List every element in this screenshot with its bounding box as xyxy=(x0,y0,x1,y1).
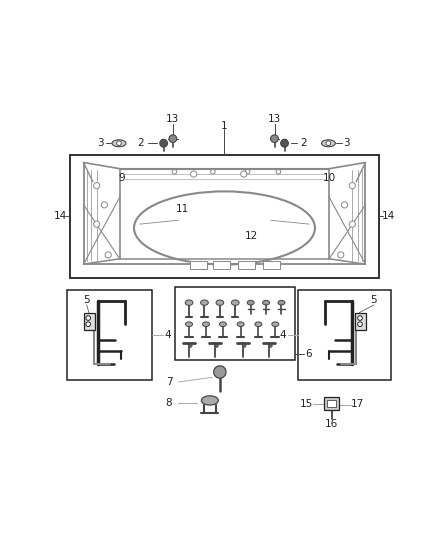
Text: 5: 5 xyxy=(83,295,90,305)
Ellipse shape xyxy=(186,322,193,327)
Circle shape xyxy=(349,221,355,227)
Text: 6: 6 xyxy=(305,349,312,359)
Circle shape xyxy=(342,202,348,208)
Ellipse shape xyxy=(185,300,193,305)
Ellipse shape xyxy=(231,300,239,305)
Text: 10: 10 xyxy=(323,173,336,183)
Circle shape xyxy=(105,252,111,258)
Circle shape xyxy=(211,169,215,174)
Text: 1: 1 xyxy=(220,120,227,131)
Text: 2: 2 xyxy=(300,138,307,148)
Ellipse shape xyxy=(263,301,269,305)
Circle shape xyxy=(101,202,107,208)
Text: 4: 4 xyxy=(164,330,171,340)
Circle shape xyxy=(160,140,167,147)
Circle shape xyxy=(245,169,250,174)
Ellipse shape xyxy=(247,301,254,305)
Ellipse shape xyxy=(112,140,126,147)
Circle shape xyxy=(86,316,91,320)
Ellipse shape xyxy=(219,322,226,327)
Ellipse shape xyxy=(321,140,336,147)
Circle shape xyxy=(189,344,192,348)
Text: 4: 4 xyxy=(280,330,286,340)
Circle shape xyxy=(117,141,121,146)
Circle shape xyxy=(169,135,177,142)
Text: 11: 11 xyxy=(176,204,189,214)
Text: 9: 9 xyxy=(119,173,125,183)
Ellipse shape xyxy=(272,322,279,327)
Bar xyxy=(85,313,95,329)
Circle shape xyxy=(271,135,279,142)
Text: 3: 3 xyxy=(97,138,104,148)
Text: 15: 15 xyxy=(300,399,314,408)
Bar xyxy=(175,287,294,360)
Bar xyxy=(324,398,339,410)
Circle shape xyxy=(94,221,100,227)
Text: 17: 17 xyxy=(351,399,364,408)
Bar xyxy=(67,289,152,381)
Circle shape xyxy=(276,169,281,174)
Bar xyxy=(298,289,391,381)
Ellipse shape xyxy=(255,322,262,327)
Circle shape xyxy=(243,344,246,348)
Text: 13: 13 xyxy=(166,115,180,124)
Text: 2: 2 xyxy=(137,138,144,148)
Text: 7: 7 xyxy=(166,377,172,387)
Ellipse shape xyxy=(201,396,218,405)
Bar xyxy=(355,313,366,329)
Ellipse shape xyxy=(216,300,224,305)
Ellipse shape xyxy=(278,301,285,305)
Circle shape xyxy=(240,171,247,177)
Bar xyxy=(213,261,230,269)
Circle shape xyxy=(281,140,288,147)
Circle shape xyxy=(94,182,100,189)
Bar xyxy=(263,261,280,269)
Ellipse shape xyxy=(201,300,208,305)
Text: 16: 16 xyxy=(325,418,338,429)
Ellipse shape xyxy=(134,191,315,264)
Text: 13: 13 xyxy=(268,115,281,124)
Bar xyxy=(190,261,207,269)
Bar xyxy=(70,155,379,278)
Bar xyxy=(238,261,255,269)
Text: 14: 14 xyxy=(382,212,395,221)
Circle shape xyxy=(358,322,362,327)
Text: 12: 12 xyxy=(245,231,258,241)
Circle shape xyxy=(338,252,344,258)
Text: 14: 14 xyxy=(54,212,67,221)
Text: 8: 8 xyxy=(166,398,172,408)
Circle shape xyxy=(326,141,331,146)
Bar xyxy=(327,400,336,407)
Circle shape xyxy=(191,171,197,177)
Circle shape xyxy=(349,182,355,189)
Circle shape xyxy=(269,344,272,348)
Circle shape xyxy=(86,322,91,327)
Text: 3: 3 xyxy=(343,138,350,148)
Text: 5: 5 xyxy=(371,295,377,305)
Circle shape xyxy=(358,316,362,320)
Circle shape xyxy=(215,344,218,348)
Ellipse shape xyxy=(202,322,209,327)
Ellipse shape xyxy=(237,322,244,327)
Circle shape xyxy=(214,366,226,378)
Circle shape xyxy=(172,169,177,174)
